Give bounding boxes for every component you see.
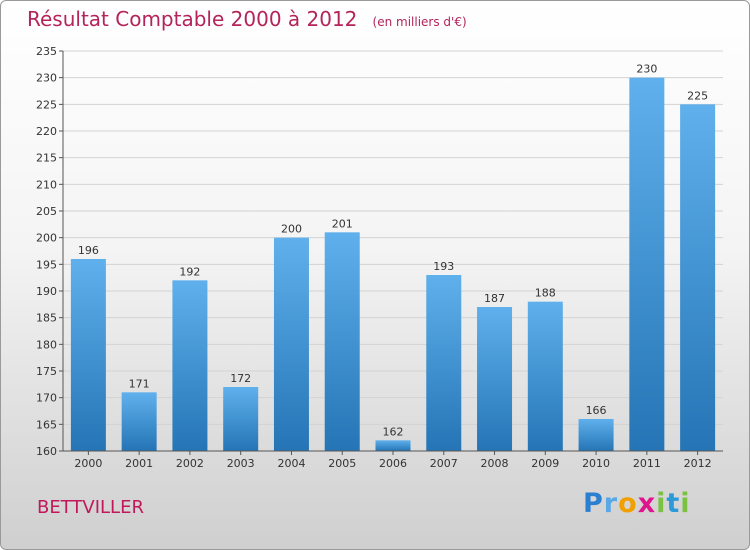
data-label: 172 xyxy=(230,372,251,385)
logo-letter: t xyxy=(666,488,681,519)
y-tick-label: 205 xyxy=(36,205,57,218)
y-tick-label: 180 xyxy=(36,338,57,351)
data-label: 166 xyxy=(586,404,607,417)
chart-title: Résultat Comptable 2000 à 2012 xyxy=(27,7,358,31)
bar-2003 xyxy=(223,387,259,451)
bar-2006 xyxy=(375,440,411,451)
x-tick-label: 2011 xyxy=(633,457,661,470)
grid-lines xyxy=(63,50,723,452)
bar-2011 xyxy=(629,77,665,452)
bar-2001 xyxy=(121,392,157,451)
bar-2002 xyxy=(172,280,208,451)
bars: 196 171 192 172 200 201 162 193 187 188 166 230 225 xyxy=(70,63,716,452)
x-tick-label: 2002 xyxy=(176,457,204,470)
data-label: 192 xyxy=(179,265,200,278)
y-tick-label: 195 xyxy=(36,258,57,271)
data-label: 196 xyxy=(78,244,99,257)
x-tick-label: 2012 xyxy=(684,457,712,470)
x-tick-label: 2008 xyxy=(481,457,509,470)
x-tick-label: 2010 xyxy=(582,457,610,470)
logo-letter: x xyxy=(637,488,657,519)
bar-2007 xyxy=(426,275,462,451)
data-label: 171 xyxy=(129,377,150,390)
data-label: 162 xyxy=(383,425,404,438)
y-tick-label: 200 xyxy=(36,232,57,245)
chart-unit: (en milliers d'€) xyxy=(372,15,467,29)
chart-title-block: Résultat Comptable 2000 à 2012 (en milli… xyxy=(27,7,467,31)
y-tick-label: 160 xyxy=(36,445,57,458)
axes: 160 165 170 175 180 185 190 195 200 205 210 215 220 2… xyxy=(36,45,723,470)
y-tick-label: 225 xyxy=(36,98,57,111)
bar-2012 xyxy=(680,104,716,451)
data-label: 201 xyxy=(332,217,353,230)
x-tick-label: 2007 xyxy=(430,457,458,470)
x-tick-label: 2009 xyxy=(531,457,559,470)
y-tick-label: 165 xyxy=(36,418,57,431)
bar-2004 xyxy=(273,237,309,451)
data-label: 193 xyxy=(433,260,454,273)
bar-2000 xyxy=(70,259,106,451)
logo-letter: P xyxy=(583,488,604,519)
data-label: 187 xyxy=(484,292,505,305)
x-tick-label: 2001 xyxy=(125,457,153,470)
x-tick-label: 2006 xyxy=(379,457,407,470)
bar-2005 xyxy=(324,232,360,451)
data-label: 188 xyxy=(535,287,556,300)
logo-letter: r xyxy=(603,488,619,519)
y-tick-label: 170 xyxy=(36,392,57,405)
commune-name: BETTVILLER xyxy=(37,497,144,518)
y-tick-label: 190 xyxy=(36,285,57,298)
x-tick-label: 2000 xyxy=(74,457,102,470)
logo-letter: i xyxy=(680,488,691,519)
y-tick-label: 185 xyxy=(36,312,57,325)
bar-2008 xyxy=(477,307,513,451)
data-label: 230 xyxy=(636,63,657,76)
proxiti-logo: Proxiti xyxy=(583,488,691,519)
y-tick-label: 230 xyxy=(36,72,57,85)
data-label: 225 xyxy=(687,89,708,102)
y-tick-label: 175 xyxy=(36,365,57,378)
bar-2010 xyxy=(578,419,614,451)
x-tick-label: 2004 xyxy=(277,457,305,470)
y-tick-label: 210 xyxy=(36,178,57,191)
y-tick-label: 235 xyxy=(36,45,57,58)
logo-letter: o xyxy=(618,488,638,519)
data-label: 200 xyxy=(281,223,302,236)
logo-letter: i xyxy=(656,488,667,519)
y-tick-label: 220 xyxy=(36,125,57,138)
x-tick-label: 2003 xyxy=(227,457,255,470)
y-tick-label: 215 xyxy=(36,152,57,165)
x-tick-label: 2005 xyxy=(328,457,356,470)
bar-2009 xyxy=(527,301,563,451)
